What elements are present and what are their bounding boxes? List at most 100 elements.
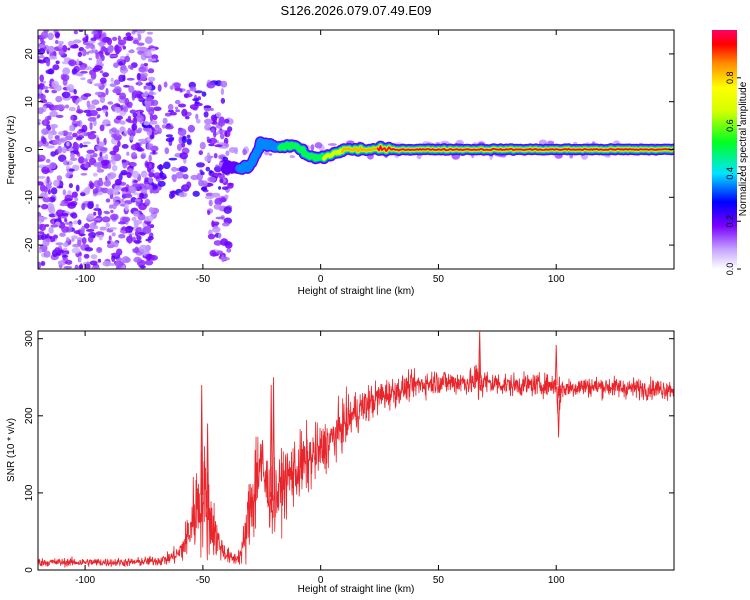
heatmap-noise-blob: [169, 111, 177, 116]
heatmap-noise-blob: [136, 46, 145, 51]
heatmap-noise-blob: [83, 109, 92, 114]
heatmap-x-tick-label: 0: [318, 274, 324, 285]
heatmap-noise-blob: [133, 90, 137, 95]
heatmap-noise-blob: [209, 170, 213, 174]
heatmap-noise-blob: [136, 146, 143, 152]
heatmap-noise-blob: [221, 222, 230, 227]
heatmap-noise-blob: [136, 73, 141, 81]
heatmap-noise-blob: [107, 240, 111, 244]
heatmap-noise-blob: [81, 144, 88, 148]
heatmap-noise-blob: [38, 44, 46, 48]
heatmap-noise-blob: [38, 154, 46, 162]
heatmap-noise-blob: [55, 114, 64, 118]
heatmap-noise-blob: [130, 66, 134, 70]
heatmap-noise-blob: [127, 127, 132, 136]
heatmap-noise-blob: [38, 84, 44, 91]
heatmap-noise-blob: [93, 211, 97, 216]
heatmap-noise-blob: [72, 142, 80, 151]
heatmap-noise-blob: [62, 243, 67, 247]
snr-xlabel: Height of straight line (km): [298, 584, 415, 595]
heatmap-noise-blob: [122, 45, 127, 50]
heatmap-noise-blob: [40, 37, 44, 43]
heatmap-noise-blob: [102, 37, 110, 43]
heatmap-noise-blob: [227, 182, 234, 189]
heatmap-noise-blob: [192, 190, 200, 197]
heatmap-noise-blob: [212, 226, 221, 233]
heatmap-noise-blob: [218, 129, 226, 133]
heatmap-noise-blob: [123, 85, 130, 88]
snr-spike: [554, 344, 558, 385]
heatmap-noise-blob: [89, 109, 98, 117]
heatmap-noise-blob: [41, 233, 47, 241]
colorbar-tick-label: 0.4: [725, 167, 735, 180]
heatmap-noise-blob: [65, 165, 70, 170]
heatmap-noise-blob: [44, 89, 49, 93]
heatmap-noise-blob: [73, 220, 78, 225]
heatmap-noise-blob: [72, 132, 78, 138]
heatmap-noise-blob: [187, 124, 195, 133]
heatmap-noise-blob: [41, 137, 47, 144]
heatmap-noise-blob: [81, 237, 87, 245]
heatmap-noise-blob: [165, 124, 174, 130]
heatmap-noise-blob: [43, 186, 49, 193]
heatmap-noise-blob: [80, 70, 88, 74]
heatmap-noise-blob: [176, 143, 182, 151]
heatmap-noise-blob: [77, 97, 83, 102]
heatmap-noise-blob: [167, 103, 174, 111]
heatmap-noise-blob: [106, 123, 111, 127]
heatmap-noise-blob: [148, 176, 153, 184]
heatmap-noise-blob: [120, 169, 128, 176]
heatmap-noise-blob: [87, 79, 92, 84]
heatmap-noise-blob: [58, 43, 63, 49]
heatmap-noise-blob: [148, 90, 154, 96]
heatmap-noise-blob: [212, 221, 220, 226]
heatmap-noise-blob: [145, 82, 153, 86]
heatmap-noise-blob: [121, 216, 131, 223]
heatmap-noise-blob: [143, 121, 150, 126]
heatmap-noise-blob: [138, 66, 147, 73]
heatmap-noise-blob: [220, 97, 226, 104]
heatmap-noise-blob: [111, 154, 115, 162]
heatmap-noise-blob: [157, 84, 162, 92]
heatmap-noise-blob: [61, 74, 70, 82]
heatmap-noise-blob: [83, 158, 88, 163]
heatmap-noise-blob: [96, 57, 103, 66]
heatmap-noise-blob: [78, 255, 82, 263]
heatmap-noise-blob: [194, 90, 203, 94]
heatmap-noise-blob: [226, 248, 232, 253]
heatmap-noise-blob: [57, 260, 67, 266]
snr-x-tick-label: 100: [548, 575, 565, 586]
heatmap-noise-blob: [105, 198, 111, 203]
heatmap-noise-blob: [126, 151, 130, 156]
heatmap-noise-blob: [54, 135, 60, 140]
heatmap-noise-blob: [46, 176, 50, 184]
colorbar-tick-label: 0.0: [725, 263, 735, 276]
heatmap-noise-blob: [154, 124, 160, 129]
heatmap-noise-blob: [67, 47, 71, 51]
heatmap-noise-blob: [105, 88, 109, 96]
snr-spike: [557, 400, 560, 438]
heatmap-noise-blob: [163, 161, 171, 170]
heatmap-noise-blob: [211, 120, 218, 125]
heatmap-noise-blob: [90, 37, 97, 42]
snr-spike: [200, 384, 204, 495]
heatmap-noise-blob: [182, 173, 189, 180]
heatmap-noise-blob: [109, 204, 113, 209]
heatmap-noise-blob: [103, 210, 109, 214]
heatmap-noise-blob: [111, 164, 118, 172]
snr-panel: -100 -50 0 50 100 0 100 200 300 Height of strai…: [6, 330, 675, 595]
heatmap-noise-blob: [116, 115, 123, 120]
heatmap-noise-blob: [177, 103, 187, 108]
heatmap-noise-blob: [149, 128, 153, 136]
heatmap-noise-blob: [103, 180, 111, 187]
heatmap-noise-blob: [76, 58, 80, 66]
snr-ylabel: SNR (10 * v/v): [6, 418, 17, 482]
heatmap-noise-blob: [133, 180, 138, 183]
heatmap-noise-blob: [114, 260, 124, 268]
heatmap-noise-blob: [125, 32, 132, 37]
heatmap-noise-blob: [198, 150, 203, 156]
heatmap-noise-blob: [152, 150, 156, 155]
heatmap-noise-blob: [99, 147, 108, 152]
heatmap-noise-blob: [101, 46, 107, 52]
